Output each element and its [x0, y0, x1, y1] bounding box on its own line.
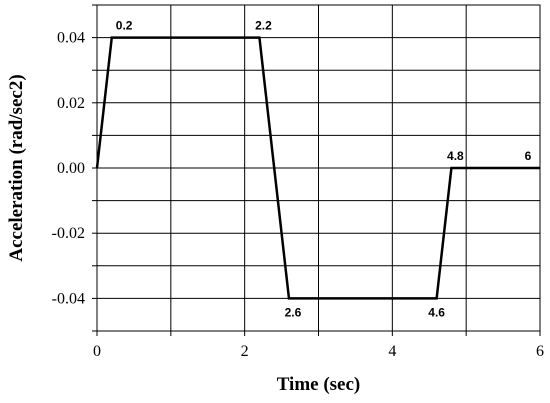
point-annotation: 2.6 — [285, 305, 302, 319]
y-tick-label: -0.02 — [52, 225, 85, 242]
x-tick-label: 4 — [388, 343, 396, 360]
point-annotation: 2.2 — [255, 19, 272, 33]
x-tick-label: 2 — [241, 343, 249, 360]
x-tick-label: 0 — [93, 343, 101, 360]
x-tick-label: 6 — [536, 343, 544, 360]
plot-frame — [96, 4, 541, 332]
series-line — [95, 36, 540, 300]
y-tick-label: -0.04 — [52, 290, 85, 307]
y-tick-label: 0.04 — [57, 30, 85, 47]
y-tick-label: 0.02 — [57, 95, 85, 112]
point-annotations: 0.2 2.2 2.6 4.6 4.8 6 — [116, 19, 532, 320]
y-tick-labels: 0.04 0.02 0.00 -0.02 -0.04 — [52, 30, 85, 308]
series-group — [95, 36, 540, 300]
x-axis-title: Time (sec) — [277, 374, 361, 395]
y-tick-label: 0.00 — [57, 160, 85, 177]
grid-lines — [92, 4, 541, 336]
point-annotation: 4.6 — [428, 305, 445, 319]
point-annotation: 4.8 — [447, 149, 464, 163]
point-annotation: 6 — [525, 149, 532, 163]
y-axis-title: Acceleration (rad/sec2) — [6, 74, 27, 261]
point-annotation: 0.2 — [116, 19, 133, 33]
x-tick-labels: 0 2 4 6 — [93, 343, 544, 360]
